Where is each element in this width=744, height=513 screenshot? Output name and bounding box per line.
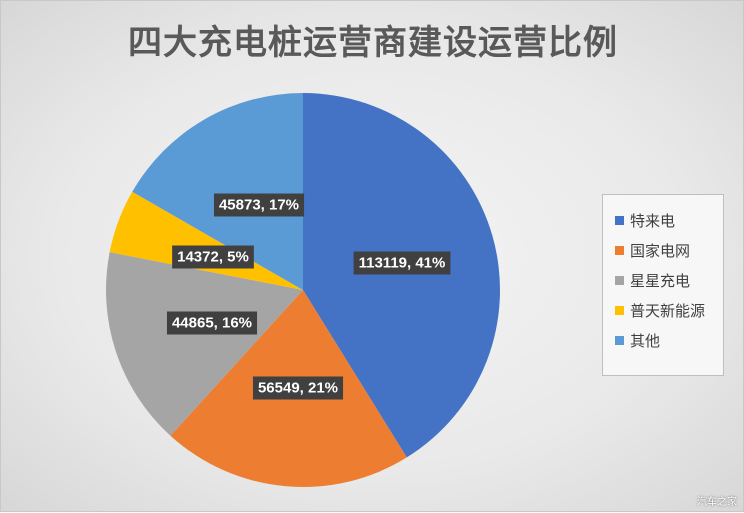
svg-text:113119, 41%: 113119, 41% [359,255,446,272]
legend-label: 其他 [630,331,661,350]
pie-slice [132,93,303,290]
legend-item: 特来电 [603,205,723,235]
legend-label: 国家电网 [630,241,691,260]
pie-slices [106,93,500,487]
legend-swatch [615,245,624,255]
legend-item: 其他 [603,325,723,355]
legend: 特来电 国家电网 星星充电 普天新能源 其他 [602,194,724,376]
legend-swatch [615,275,624,285]
legend-swatch [615,305,624,315]
svg-text:56549, 21%: 56549, 21% [258,380,338,397]
svg-text:45873, 17%: 45873, 17% [219,197,299,214]
data-label: 45873, 17% [213,193,305,217]
pie-slice [109,191,303,290]
data-label: 113119, 41% [353,251,451,275]
pie-slice [106,252,303,436]
legend-swatch [615,335,624,345]
data-label: 14372, 5% [172,245,254,269]
data-label: 56549, 21% [252,376,344,400]
legend-swatch [615,215,624,225]
watermark: 汽车之家 [697,497,737,508]
legend-label: 星星充电 [630,271,691,290]
legend-item: 普天新能源 [603,295,723,325]
legend-label: 普天新能源 [630,301,706,320]
svg-text:14372, 5%: 14372, 5% [177,249,249,266]
pie-data-labels: 113119, 41% 56549, 21% 44865, 16% 14372, 5%… [166,193,451,400]
chart-title: 四大充电桩运营商建设运营比例 [128,23,618,63]
data-label: 44865, 16% [166,311,258,335]
pie-slice [303,93,500,458]
legend-item: 国家电网 [603,235,723,265]
svg-text:44865, 16%: 44865, 16% [172,315,252,332]
legend-item: 星星充电 [603,265,723,295]
legend-label: 特来电 [630,211,676,230]
